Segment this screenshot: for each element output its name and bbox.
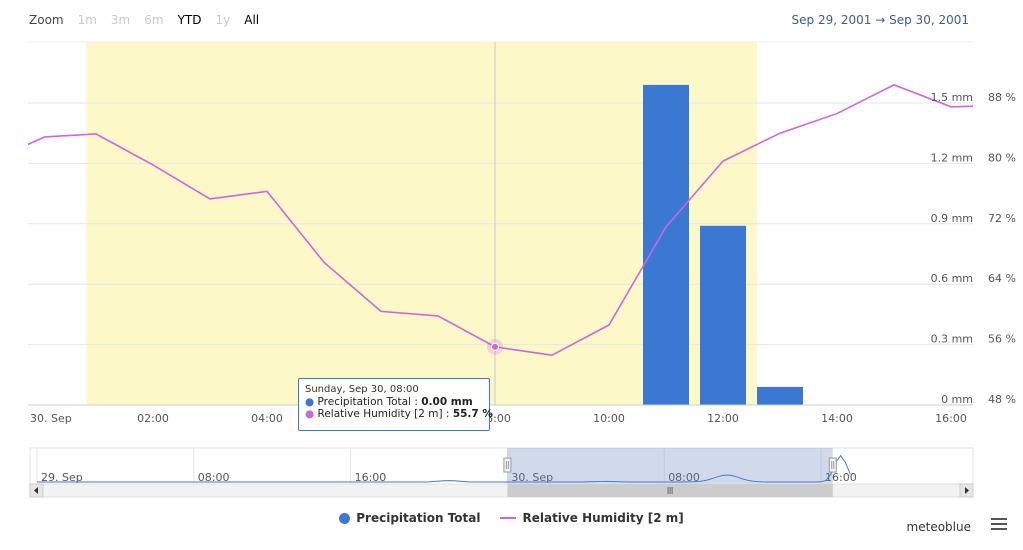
navigator-tick-label: 30. Sep <box>511 471 553 484</box>
credit-text[interactable]: meteoblue <box>906 520 971 534</box>
legend-label: Relative Humidity [2 m] <box>522 511 684 525</box>
x-tick-label: 12:00 <box>707 412 739 425</box>
x-tick-label: 04:00 <box>251 412 283 425</box>
zoom-3m-button[interactable]: 3m <box>110 13 131 27</box>
y-tick-label-humidity: 88 % <box>988 91 1016 104</box>
zoom-label: Zoom <box>29 13 64 27</box>
zoom-all-button[interactable]: All <box>244 13 260 27</box>
y-tick-label-precipitation: 0.9 mm <box>931 212 973 225</box>
legend-item-precipitation[interactable]: Precipitation Total <box>339 511 480 525</box>
precipitation-bar <box>700 225 746 405</box>
tooltip-separator: : <box>411 396 422 408</box>
navigator-tick-label: 29. Sep <box>41 471 83 484</box>
tooltip-bullet-icon: ● <box>305 396 315 408</box>
tooltip-separator: : <box>442 408 453 420</box>
zoom-ytd-button[interactable]: YTD <box>177 13 202 27</box>
precipitation-bar <box>643 84 689 405</box>
tooltip-row-humidity: ● Relative Humidity [2 m] : 55.7 % <box>305 408 493 420</box>
navigator-handle <box>503 457 512 473</box>
navigator-tick-label: 08:00 <box>198 471 230 484</box>
y-tick-label-precipitation: 0.3 mm <box>931 333 973 346</box>
zoom-6m-button[interactable]: 6m <box>144 13 164 27</box>
y-tick-label-precipitation: 1.5 mm <box>931 91 973 104</box>
x-tick-label: 14:00 <box>821 412 853 425</box>
y-tick-label-humidity: 64 % <box>988 272 1016 285</box>
line-marker-icon <box>500 517 517 519</box>
tooltip-header: Sunday, Sep 30, 08:00 <box>305 384 419 395</box>
navigator-tick-label: 16:00 <box>355 471 387 484</box>
tooltip-bullet-icon: ● <box>305 408 315 420</box>
x-tick-label: 16:00 <box>935 412 967 425</box>
y-tick-label-precipitation: 1.2 mm <box>931 151 973 164</box>
x-tick-label: 30. Sep <box>30 412 72 425</box>
navigator-tick-label: 08:00 <box>668 471 700 484</box>
range-arrow: → <box>875 13 886 27</box>
zoom-bar: Zoom 1m 3m 6m YTD 1y All <box>29 13 273 27</box>
y-tick-label-humidity: 56 % <box>988 333 1016 346</box>
navigator-handle <box>828 457 837 473</box>
y-tick-label-humidity: 72 % <box>988 212 1016 225</box>
y-tick-label-precipitation: 0 mm <box>941 393 973 406</box>
y-tick-label-humidity: 80 % <box>988 151 1016 164</box>
navigator-series-line <box>37 454 851 483</box>
circle-marker-icon <box>339 512 351 524</box>
navigator-tick-label: 16:00 <box>825 471 857 484</box>
zoom-1m-button[interactable]: 1m <box>77 13 97 27</box>
y-tick-label-precipitation: 0.6 mm <box>931 272 973 285</box>
arrow-right-icon <box>965 487 969 494</box>
hamburger-menu-icon[interactable] <box>991 518 1007 532</box>
navigator-selection <box>507 448 833 484</box>
precipitation-bar <box>757 386 803 405</box>
y-tick-label-humidity: 48 % <box>988 393 1016 406</box>
range-to: Sep 30, 2001 <box>889 13 969 27</box>
chart-legend: Precipitation Total Relative Humidity [2… <box>0 511 1023 525</box>
legend-item-humidity[interactable]: Relative Humidity [2 m] <box>500 511 684 525</box>
tooltip-value: 55.7 % <box>452 408 493 420</box>
legend-label: Precipitation Total <box>356 511 481 525</box>
arrow-left-icon <box>34 487 38 494</box>
navigator-frame <box>29 447 974 485</box>
tooltip-value: 0.00 mm <box>421 396 473 408</box>
date-range-display: Sep 29, 2001 → Sep 30, 2001 <box>792 13 969 27</box>
tooltip-row-precipitation: ● Precipitation Total : 0.00 mm <box>305 396 483 408</box>
hover-point <box>491 342 499 351</box>
x-tick-label: 02:00 <box>137 412 169 425</box>
x-tick-label: 10:00 <box>593 412 625 425</box>
chart-tooltip: Sunday, Sep 30, 08:00 ● Precipitation To… <box>298 378 493 431</box>
range-from: Sep 29, 2001 <box>791 13 872 27</box>
tooltip-label: Precipitation Total <box>317 396 412 408</box>
tooltip-label: Relative Humidity [2 m] <box>317 408 443 420</box>
zoom-1y-button[interactable]: 1y <box>215 13 231 27</box>
